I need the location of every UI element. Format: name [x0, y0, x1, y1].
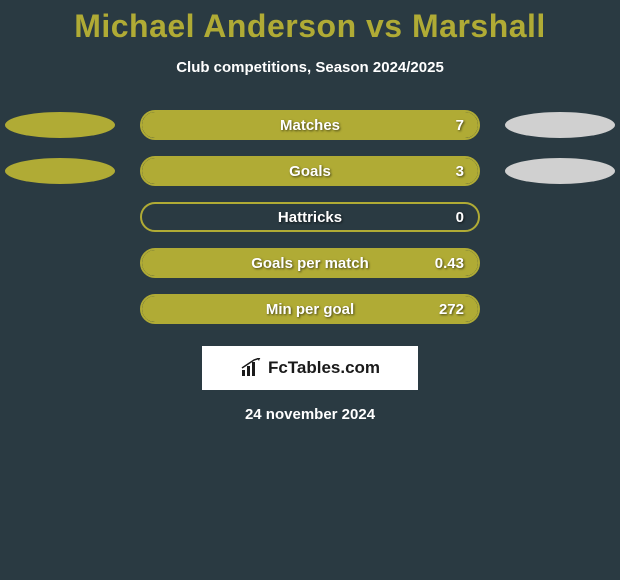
stat-bar: Matches 7: [140, 110, 480, 140]
player-a-marker: [5, 158, 115, 184]
comparison-container: Michael Anderson vs Marshall Club compet…: [0, 0, 620, 423]
stat-bar: Goals per match 0.43: [140, 248, 480, 278]
stat-value: 3: [456, 163, 464, 180]
stat-label: Min per goal: [266, 301, 354, 318]
subtitle: Club competitions, Season 2024/2025: [176, 59, 444, 76]
stat-bar: Hattricks 0: [140, 202, 480, 232]
stat-bar: Goals 3: [140, 156, 480, 186]
stat-value: 7: [456, 117, 464, 134]
player-b-marker: [505, 158, 615, 184]
stat-label: Matches: [280, 117, 340, 134]
stat-label: Goals per match: [251, 255, 369, 272]
stat-value: 272: [439, 301, 464, 318]
page-title: Michael Anderson vs Marshall: [74, 8, 546, 45]
date-text: 24 november 2024: [245, 406, 375, 423]
stat-row: Hattricks 0: [0, 202, 620, 232]
logo-box[interactable]: FcTables.com: [202, 346, 418, 390]
stat-label: Goals: [289, 163, 331, 180]
chart-icon: [240, 358, 262, 378]
stat-value: 0.43: [435, 255, 464, 272]
logo-text: FcTables.com: [268, 358, 380, 378]
stat-row: Goals per match 0.43: [0, 248, 620, 278]
stat-value: 0: [456, 209, 464, 226]
player-a-marker: [5, 112, 115, 138]
stat-bar: Min per goal 272: [140, 294, 480, 324]
stat-row: Min per goal 272: [0, 294, 620, 324]
stat-row: Goals 3: [0, 156, 620, 186]
stat-row: Matches 7: [0, 110, 620, 140]
stats-area: Matches 7 Goals 3 Hattricks 0 Goals per match 0…: [0, 110, 620, 324]
player-b-marker: [505, 112, 615, 138]
stat-label: Hattricks: [278, 209, 342, 226]
